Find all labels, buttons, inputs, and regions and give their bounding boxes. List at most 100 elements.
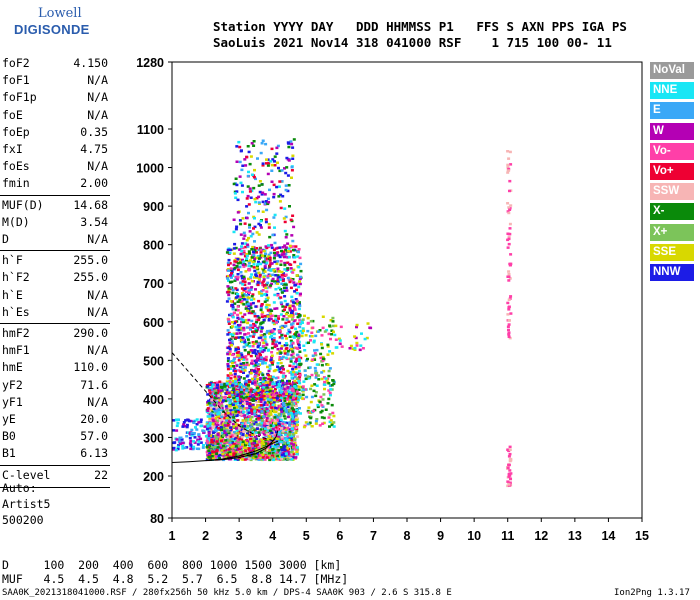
echo-point <box>215 381 219 384</box>
echo-point <box>320 334 324 337</box>
echo-point <box>313 366 317 370</box>
echo-point <box>260 356 264 359</box>
echo-point <box>263 379 267 383</box>
echo-point <box>223 431 227 435</box>
echo-point <box>261 254 265 257</box>
muf-row: MUF 4.5 4.5 4.8 5.2 5.7 6.5 8.8 14.7 [MH… <box>2 572 349 586</box>
echo-point <box>233 446 237 450</box>
echo-point <box>242 298 246 301</box>
echo-point <box>238 261 242 264</box>
echo-point <box>296 372 300 375</box>
echo-point <box>226 422 229 425</box>
echo-point <box>235 406 239 409</box>
echo-point <box>292 424 296 427</box>
echo-point <box>265 283 269 286</box>
echo-point <box>202 444 205 447</box>
echo-point <box>264 202 267 205</box>
echo-point <box>181 444 185 448</box>
echo-point <box>243 222 247 225</box>
echo-point <box>210 395 214 398</box>
echo-point <box>247 391 251 394</box>
echo-point <box>272 301 276 304</box>
echo-point <box>245 301 249 304</box>
echo-point <box>284 253 288 256</box>
echo-point <box>289 412 293 415</box>
echo-point <box>233 404 237 408</box>
echo-point <box>309 387 313 391</box>
param-value: 255.0 <box>73 270 108 285</box>
echo-point <box>291 398 295 401</box>
echo-point <box>294 245 298 248</box>
echo-point <box>295 450 299 454</box>
echo-point <box>256 386 260 390</box>
echo-point <box>242 328 246 332</box>
echo-point <box>267 332 271 335</box>
echo-point <box>288 280 292 284</box>
echo-point <box>274 314 278 318</box>
echo-point <box>192 440 196 443</box>
echo-point <box>279 392 283 395</box>
echo-point <box>292 446 295 449</box>
echo-point <box>249 302 253 305</box>
echo-point <box>245 290 248 293</box>
echo-point <box>320 363 324 367</box>
echo-point <box>293 384 297 388</box>
echo-point <box>337 337 341 341</box>
echo-point <box>203 425 207 428</box>
echo-point <box>243 349 247 352</box>
echo-point <box>332 330 335 334</box>
echo-point <box>232 218 236 221</box>
echo-point <box>228 280 232 284</box>
echo-point <box>259 330 263 333</box>
echo-point <box>260 326 264 329</box>
echo-point <box>241 336 245 339</box>
echo-point <box>214 416 218 420</box>
echo-point <box>271 337 274 341</box>
echo-point <box>252 390 256 393</box>
echo-point <box>279 347 283 350</box>
echo-point <box>311 358 315 361</box>
echo-point <box>238 248 242 251</box>
echo-point <box>245 363 249 366</box>
echo-point <box>293 375 297 379</box>
echo-point <box>208 421 212 425</box>
echo-point <box>279 313 283 316</box>
echo-point <box>265 290 269 293</box>
echo-point <box>507 331 511 334</box>
echo-point <box>508 222 512 226</box>
echo-point <box>254 361 258 364</box>
echo-point <box>267 383 271 386</box>
echo-point <box>226 430 230 433</box>
echo-point <box>508 264 512 267</box>
echo-point <box>315 384 319 387</box>
echo-point <box>247 332 250 335</box>
echo-point <box>235 328 239 332</box>
echo-point <box>294 283 297 287</box>
echo-point <box>257 248 261 252</box>
echo-point <box>321 315 325 318</box>
echo-point <box>248 326 252 330</box>
param-key: B0 <box>2 429 16 444</box>
echo-point <box>294 335 298 338</box>
echo-point <box>237 317 241 321</box>
echo-point <box>252 322 255 326</box>
echo-point <box>306 329 310 333</box>
echo-point <box>238 298 242 301</box>
echo-point <box>214 391 218 395</box>
echo-point <box>239 413 242 416</box>
echo-point <box>208 392 212 395</box>
param-value: 0.35 <box>80 124 108 139</box>
echo-point <box>243 426 247 430</box>
echo-point <box>229 360 233 363</box>
echo-point <box>228 262 232 265</box>
echo-point <box>273 260 277 264</box>
echo-point <box>250 273 254 276</box>
param-key: yE <box>2 412 16 426</box>
echo-point <box>275 396 279 400</box>
echo-point <box>248 419 252 423</box>
echo-point <box>259 400 263 404</box>
echo-point <box>257 201 261 204</box>
echo-point <box>263 337 267 340</box>
echo-point <box>208 424 212 428</box>
echo-point <box>316 403 320 407</box>
